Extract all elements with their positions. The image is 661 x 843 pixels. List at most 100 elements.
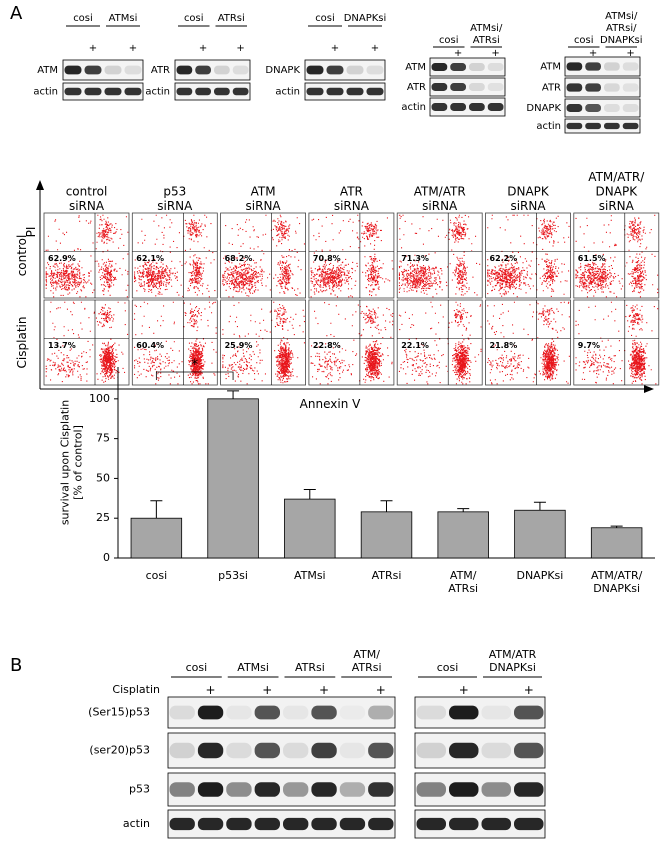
blot-header: ATMsi [237, 661, 269, 674]
band [176, 87, 193, 96]
band [104, 65, 122, 75]
band [214, 65, 230, 75]
column-header: ATR siRNA [334, 184, 370, 212]
percentage-label: 25.9% [225, 341, 253, 350]
dot-plot-frame [131, 299, 218, 386]
band [283, 742, 309, 759]
blot-header: ATMsi/ATRsi [470, 23, 503, 46]
error-bar [457, 508, 470, 512]
row-label: (ser20)p53 [89, 744, 150, 757]
percentage-label: 9.7% [578, 341, 600, 350]
dot-plot-frame [396, 299, 483, 386]
band [416, 817, 446, 831]
row-label: DNAPK [526, 103, 561, 114]
percentage-label: 68.2% [225, 254, 253, 263]
axis-label: Annexin V [300, 397, 361, 411]
band [232, 65, 249, 75]
band [585, 62, 601, 71]
error-bar [227, 390, 240, 399]
dot-plot-frame [396, 212, 483, 299]
band [64, 65, 82, 75]
band [368, 782, 394, 797]
dot-cloud [398, 301, 482, 385]
blot-header: ATM/ATRsi [352, 648, 382, 674]
plus-sign: + [371, 43, 379, 54]
band [339, 817, 366, 831]
error-bar [610, 525, 623, 528]
bar [360, 511, 413, 559]
band [449, 742, 479, 759]
plus-sign: + [331, 43, 339, 54]
blot-strip [62, 82, 144, 101]
blot-strip [167, 772, 396, 807]
bar [437, 511, 489, 559]
row-label: actin [33, 87, 58, 98]
annotation: * [191, 357, 198, 373]
band [566, 83, 583, 92]
row-label: actin [123, 817, 150, 830]
blot-header: ATMsi/ATRsi/DNAPKsi [600, 11, 643, 46]
band [176, 65, 193, 75]
y-tick-label: 100 [89, 392, 110, 405]
dot-cloud [310, 302, 394, 385]
blot-strip [564, 98, 641, 118]
band [339, 782, 366, 797]
band [283, 705, 309, 720]
error-bar [150, 500, 163, 519]
plus-sign: + [319, 683, 329, 697]
column-header: DNAPK siRNA [507, 184, 550, 212]
band [124, 87, 142, 96]
band [622, 122, 639, 130]
band [585, 83, 601, 92]
band [514, 817, 544, 831]
band [450, 63, 466, 71]
blot-strip [304, 82, 386, 101]
plus-sign: + [459, 683, 469, 697]
percentage-label: 22.1% [401, 341, 429, 350]
blot-strip [564, 118, 641, 134]
blot-strip [429, 97, 506, 117]
row-label: ATM [540, 62, 561, 73]
band [514, 782, 544, 797]
band [169, 782, 195, 797]
band [566, 62, 583, 71]
dot-cloud [575, 214, 659, 298]
dot-cloud [222, 214, 305, 298]
percentage-label: 70.8% [313, 254, 341, 263]
band [104, 87, 122, 96]
row-label: actin [401, 102, 426, 113]
blot-strip [564, 77, 641, 98]
row-label: ATM [405, 62, 426, 73]
percentage-label: 71.3% [401, 254, 429, 263]
band [283, 782, 309, 797]
blot-strip [174, 82, 251, 101]
band [254, 705, 280, 720]
column-header: ATM/ATR/DNAPK siRNA [588, 170, 645, 213]
band [169, 742, 195, 759]
x-tick-label: ATRsi [372, 569, 402, 582]
band [311, 705, 337, 720]
band [283, 817, 309, 831]
percentage-label: 22.8% [313, 341, 341, 350]
dot-cloud [134, 214, 216, 298]
band [84, 65, 102, 75]
plus-sign: + [129, 43, 137, 54]
band [326, 87, 344, 96]
band [469, 83, 485, 91]
significance-bracket [155, 371, 234, 380]
plus-sign: + [454, 48, 462, 59]
dot-plot-frame [485, 212, 571, 299]
band [431, 63, 448, 71]
band [311, 817, 337, 831]
band [254, 817, 280, 831]
band [514, 705, 544, 720]
column-header: ATM/ATR siRNA [414, 184, 466, 212]
band [604, 62, 620, 71]
x-tick-label: ATM/ATR/DNAPKsi [591, 569, 643, 595]
band [416, 782, 446, 797]
dot-cloud [134, 301, 217, 385]
dot-cloud [487, 301, 570, 385]
band [197, 817, 224, 831]
dot-plot-frame [220, 299, 307, 386]
error-bar [303, 489, 316, 500]
